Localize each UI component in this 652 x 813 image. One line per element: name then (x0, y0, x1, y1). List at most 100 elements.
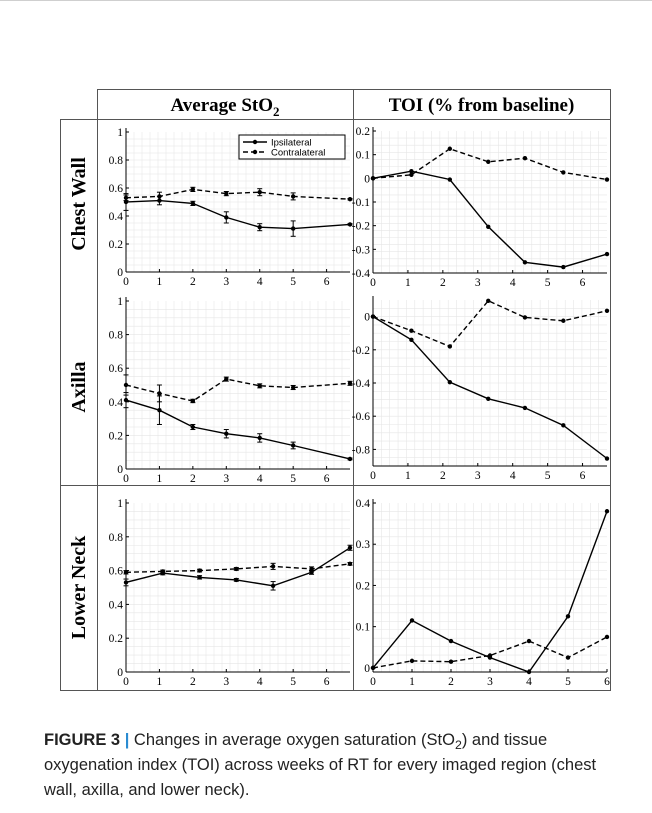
data-point-contralateral (370, 665, 376, 671)
x-tick-label: 3 (223, 473, 229, 485)
x-tick-label: 0 (370, 277, 376, 289)
row-label-0: Chest Wall (68, 157, 90, 251)
data-point-contralateral (486, 298, 491, 304)
x-tick-label: 3 (223, 676, 229, 688)
x-tick-label: 1 (157, 473, 163, 485)
data-point-ipsilateral (409, 337, 414, 343)
x-tick-label: 5 (545, 470, 551, 482)
data-point-contralateral (448, 659, 454, 664)
panel-2: 0 1 2 3 4 5 6 0 0.2 0.4 0.6 0.8 1 (109, 296, 353, 485)
x-tick-label: 6 (324, 676, 330, 688)
y-tick-label: 0.8 (109, 532, 124, 544)
x-tick-label: 2 (440, 277, 446, 289)
y-tick-label: 0 (364, 663, 370, 675)
data-point-ipsilateral (604, 251, 610, 257)
y-tick-label: -0.4 (352, 378, 370, 390)
figure-caption: FIGURE 3 | Changes in average oxygen sat… (44, 728, 624, 803)
x-tick-label: 5 (565, 676, 571, 688)
caption-separator: | (124, 731, 130, 749)
legend-marker (252, 139, 258, 145)
data-point-ipsilateral (561, 423, 566, 428)
data-point-ipsilateral (447, 379, 453, 385)
x-tick-label: 4 (257, 676, 263, 688)
caption-text-1: Changes in average oxygen saturation (St… (133, 731, 455, 749)
x-tick-label: 2 (440, 470, 446, 482)
y-tick-label: 0 (117, 667, 123, 679)
data-point-contralateral (486, 159, 491, 164)
panel-1: 0 1 2 3 4 5 6 -0.4 -0.3 -0.2 -0.1 0 0.1 0.2 (352, 126, 610, 289)
y-tick-label: 0.8 (109, 155, 124, 167)
data-point-contralateral (522, 315, 528, 320)
legend-box (238, 134, 346, 160)
x-tick-label: 0 (370, 470, 376, 482)
y-tick-label: 0.6 (109, 566, 124, 578)
y-tick-label: 0.4 (356, 498, 371, 510)
legend-marker (252, 149, 258, 155)
y-tick-label: 1 (117, 498, 123, 510)
data-point-ipsilateral (565, 614, 571, 619)
y-tick-label: -0.6 (352, 411, 370, 423)
x-tick-label: 1 (405, 470, 411, 482)
x-tick-label: 3 (223, 276, 229, 288)
x-tick-label: 3 (475, 277, 481, 289)
data-point-ipsilateral (409, 618, 415, 623)
data-point-contralateral (447, 344, 453, 349)
x-tick-label: 5 (290, 473, 296, 485)
data-point-ipsilateral (409, 169, 414, 174)
data-point-contralateral (604, 308, 610, 313)
x-tick-label: 3 (475, 470, 481, 482)
data-point-ipsilateral (448, 638, 454, 644)
y-tick-label: 0.2 (109, 239, 124, 251)
data-point-ipsilateral (604, 456, 610, 461)
caption-text-2: ) and tissue oxygenation index (TOI) acr… (44, 731, 597, 799)
data-point-contralateral (561, 318, 566, 323)
x-tick-label: 0 (123, 473, 129, 485)
row-label-2: Lower Neck (68, 535, 90, 639)
data-point-ipsilateral (486, 224, 491, 230)
caption-subscript: 2 (454, 738, 462, 753)
data-point-contralateral (565, 655, 571, 660)
x-tick-label: 2 (190, 473, 196, 485)
data-point-contralateral (370, 314, 376, 319)
data-point-ipsilateral (522, 405, 528, 411)
x-tick-label: 2 (448, 676, 454, 688)
data-point-contralateral (526, 638, 532, 644)
data-point-ipsilateral (522, 260, 528, 265)
data-point-ipsilateral (604, 509, 610, 514)
y-tick-label: -0.8 (352, 444, 370, 456)
y-tick-label: -0.2 (352, 345, 370, 357)
y-tick-label: 0.1 (356, 150, 371, 162)
data-point-contralateral (409, 328, 414, 333)
x-tick-label: 5 (290, 676, 296, 688)
y-tick-label: 1 (117, 296, 123, 308)
column-header-0: Average StO2 (170, 95, 279, 119)
y-tick-label: 1 (117, 127, 123, 139)
y-tick-label: 0.6 (109, 183, 124, 195)
legend-label-contralateral: Contralateral (271, 148, 325, 159)
x-tick-label: 6 (580, 277, 586, 289)
y-tick-label: -0.3 (352, 244, 370, 256)
y-tick-label: 0.4 (109, 211, 124, 223)
y-tick-label: 0.2 (109, 633, 124, 645)
data-point-contralateral (370, 176, 376, 181)
x-tick-label: 6 (324, 473, 330, 485)
x-tick-label: 4 (526, 676, 532, 688)
data-point-ipsilateral (526, 669, 532, 675)
y-tick-label: -0.2 (352, 221, 370, 233)
y-tick-label: -0.4 (352, 268, 370, 280)
column-header-1: TOI (% from baseline) (389, 95, 575, 116)
x-tick-label: 2 (190, 676, 196, 688)
x-tick-label: 4 (510, 277, 516, 289)
data-point-ipsilateral (447, 177, 453, 182)
data-point-ipsilateral (561, 264, 566, 270)
x-tick-label: 1 (405, 277, 411, 289)
panel-0: 0 1 2 3 4 5 6 0 0.2 0.4 0.6 0.8 1 IpsilateralContrala… (109, 127, 353, 288)
y-tick-label: 0.2 (356, 580, 371, 592)
caption-label: FIGURE 3 (44, 731, 121, 749)
y-tick-label: 0.4 (109, 599, 124, 611)
data-point-contralateral (522, 156, 528, 161)
x-tick-label: 6 (580, 470, 586, 482)
y-tick-label: 0.2 (356, 126, 371, 138)
x-tick-label: 6 (324, 276, 330, 288)
